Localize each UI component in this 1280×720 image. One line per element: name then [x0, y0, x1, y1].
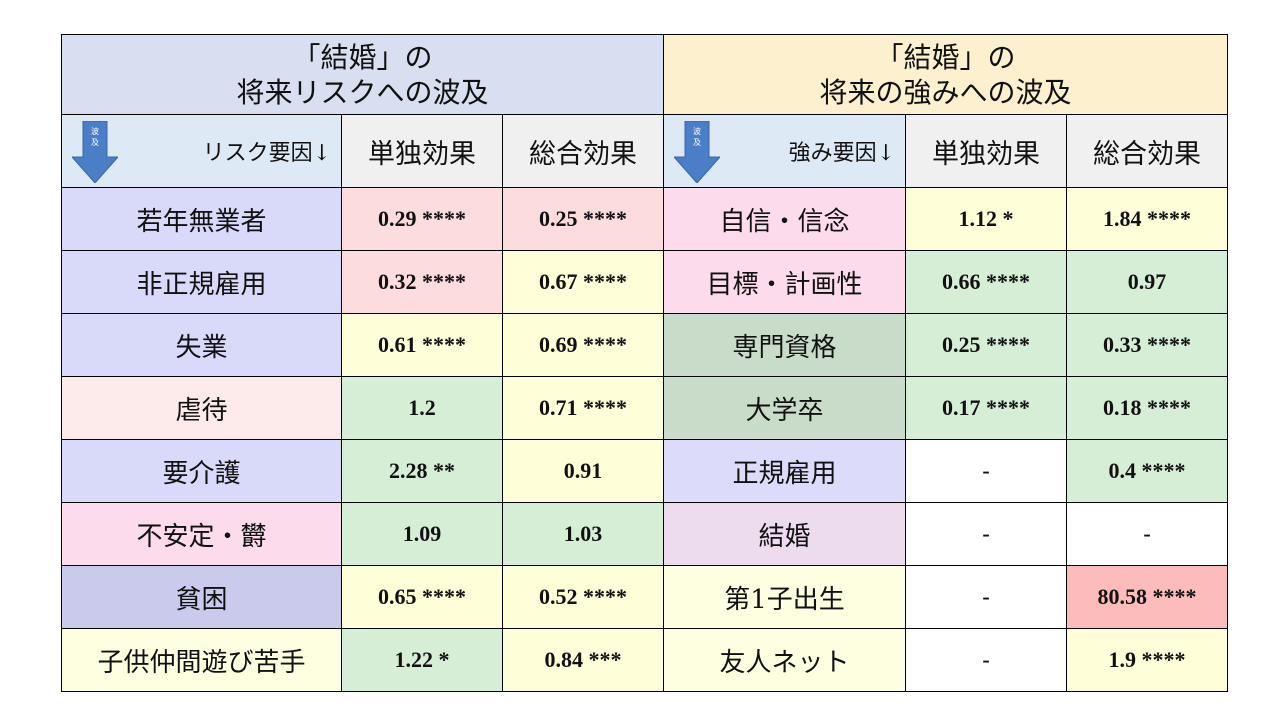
right-factor-header: 波 及 強み要因↓ — [663, 114, 907, 188]
left-solo-cell: 1.22 * — [341, 628, 503, 692]
right-solo-cell: - — [905, 439, 1068, 503]
left-factor-cell: 非正規雇用 — [61, 250, 342, 314]
left-factor-cell: 失業 — [61, 313, 342, 377]
right-title-line1: 「結婚」の — [875, 40, 1016, 74]
right-solo-cell: - — [905, 628, 1068, 692]
right-factor-cell: 結婚 — [663, 502, 907, 566]
left-solo-cell: 0.65 **** — [341, 565, 503, 629]
left-solo-cell: 2.28 ** — [341, 439, 503, 503]
table-row: 不安定・欝 1.09 1.03 結婚 - - — [61, 502, 1229, 566]
left-total-cell: 0.52 **** — [501, 565, 665, 629]
left-title-line2: 将来リスクへの波及 — [236, 75, 489, 109]
left-factor-header-label: リスク要因↓ — [202, 141, 331, 166]
arrow-char-2: 及 — [91, 138, 99, 147]
left-factor-cell: 虐待 — [61, 376, 342, 440]
left-total-cell: 0.84 *** — [501, 628, 665, 692]
right-total-cell: 80.58 **** — [1066, 565, 1229, 629]
right-factor-cell: 友人ネット — [663, 628, 907, 692]
right-factor-cell: 専門資格 — [663, 313, 907, 377]
table-row: 若年無業者 0.29 **** 0.25 **** 自信・信念 1.12 * 1.84 *… — [61, 187, 1229, 251]
left-factor-cell: 若年無業者 — [61, 187, 342, 251]
left-total-cell: 0.69 **** — [501, 313, 665, 377]
right-factor-cell: 正規雇用 — [663, 439, 907, 503]
down-arrow-icon: 波 及 — [72, 121, 118, 183]
right-solo-header: 単独効果 — [905, 114, 1068, 188]
arrow-char-1: 波 — [693, 126, 701, 136]
table-row: 要介護 2.28 ** 0.91 正規雇用 -0.4 **** — [61, 439, 1229, 503]
right-solo-cell: 0.66 **** — [905, 250, 1068, 314]
table-row: 子供仲間遊び苦手 1.22 * 0.84 *** 友人ネット -1.9 **** — [61, 628, 1229, 692]
left-factor-header: 波 及 リスク要因↓ — [61, 114, 342, 188]
right-factor-header-label: 強み要因↓ — [788, 141, 896, 166]
left-total-cell: 0.71 **** — [501, 376, 665, 440]
results-table: 「結婚」の 将来リスクへの波及 「結婚」の 将来の強みへの波及 波 及 リスク要… — [60, 34, 1229, 692]
left-total-cell: 0.91 — [501, 439, 665, 503]
right-title: 「結婚」の 将来の強みへの波及 — [663, 34, 1229, 115]
right-total-cell: - — [1066, 502, 1229, 566]
left-solo-cell: 0.29 **** — [341, 187, 503, 251]
left-solo-cell: 0.32 **** — [341, 250, 503, 314]
right-total-cell: 0.18 **** — [1066, 376, 1229, 440]
left-total-cell: 1.03 — [501, 502, 665, 566]
left-factor-cell: 子供仲間遊び苦手 — [61, 628, 342, 692]
right-total-cell: 0.33 **** — [1066, 313, 1229, 377]
left-solo-cell: 1.2 — [341, 376, 503, 440]
right-factor-cell: 大学卒 — [663, 376, 907, 440]
right-factor-cell: 目標・計画性 — [663, 250, 907, 314]
left-total-cell: 0.25 **** — [501, 187, 665, 251]
right-total-cell: 0.4 **** — [1066, 439, 1229, 503]
left-total-header: 総合効果 — [501, 114, 665, 188]
right-total-cell: 1.9 **** — [1066, 628, 1229, 692]
down-arrow-icon: 波 及 — [674, 121, 721, 183]
left-title-line1: 「結婚」の — [292, 40, 433, 74]
table-row: 貧困 0.65 **** 0.52 **** 第1子出生 -80.58 **** — [61, 565, 1229, 629]
right-solo-cell: 0.17 **** — [905, 376, 1068, 440]
table-row: 虐待 1.2 0.71 **** 大学卒 0.17 **** 0.18 **** — [61, 376, 1229, 440]
right-title-line2: 将来の強みへの波及 — [819, 75, 1072, 109]
right-solo-cell: 1.12 * — [905, 187, 1068, 251]
table-row: 失業 0.61 **** 0.69 **** 専門資格 0.25 **** 0.33 **… — [61, 313, 1229, 377]
right-factor-cell: 自信・信念 — [663, 187, 907, 251]
left-factor-cell: 不安定・欝 — [61, 502, 342, 566]
right-total-cell: 1.84 **** — [1066, 187, 1229, 251]
right-total-cell: 0.97 — [1066, 250, 1229, 314]
left-solo-cell: 1.09 — [341, 502, 503, 566]
right-solo-cell: - — [905, 502, 1068, 566]
table-row: 非正規雇用 0.32 **** 0.67 **** 目標・計画性 0.66 **** 0.… — [61, 250, 1229, 314]
left-title: 「結婚」の 将来リスクへの波及 — [60, 34, 665, 115]
right-solo-cell: 0.25 **** — [905, 313, 1068, 377]
left-factor-cell: 要介護 — [61, 439, 342, 503]
right-total-header: 総合効果 — [1066, 114, 1229, 188]
right-solo-cell: - — [905, 565, 1068, 629]
left-total-cell: 0.67 **** — [501, 250, 665, 314]
arrow-char-1: 波 — [91, 126, 99, 136]
arrow-char-2: 及 — [693, 138, 701, 147]
left-factor-cell: 貧困 — [61, 565, 342, 629]
left-solo-header: 単独効果 — [341, 114, 503, 188]
left-solo-cell: 0.61 **** — [341, 313, 503, 377]
right-factor-cell: 第1子出生 — [663, 565, 907, 629]
